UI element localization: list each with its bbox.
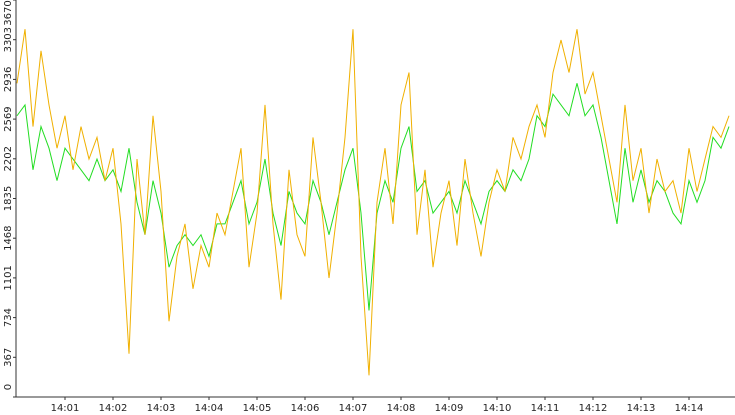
y-tick-label: 1101 — [3, 265, 14, 290]
x-tick-label: 14:10 — [483, 403, 512, 414]
y-tick-label: 2936 — [3, 67, 14, 92]
y-tick-label: 3303 — [3, 27, 14, 52]
x-tick-label: 14:12 — [579, 403, 608, 414]
x-tick-label: 14:06 — [291, 403, 320, 414]
y-tick-label: 367 — [3, 348, 14, 367]
x-tick-label: 14:11 — [531, 403, 560, 414]
x-tick-label: 14:02 — [99, 403, 128, 414]
series-line — [16, 29, 730, 376]
y-tick-label: 2569 — [3, 106, 14, 131]
x-tick-label: 14:09 — [435, 403, 464, 414]
x-tick-label: 14:07 — [339, 403, 368, 414]
y-tick-label: 1468 — [3, 225, 14, 250]
y-tick-label: 2202 — [3, 146, 14, 171]
x-tick-label: 14:05 — [243, 403, 272, 414]
x-tick-label: 14:13 — [627, 403, 656, 414]
y-tick-label: 3670 — [3, 0, 14, 25]
x-tick-label: 14:04 — [195, 403, 224, 414]
x-tick-label: 14:03 — [147, 403, 176, 414]
y-tick-label: 0 — [3, 384, 14, 390]
y-tick-label: 734 — [3, 308, 14, 327]
x-tick-label: 14:14 — [675, 403, 704, 414]
x-tick-label: 14:01 — [51, 403, 80, 414]
x-tick-label: 14:08 — [387, 403, 416, 414]
y-tick-label: 1835 — [3, 186, 14, 211]
